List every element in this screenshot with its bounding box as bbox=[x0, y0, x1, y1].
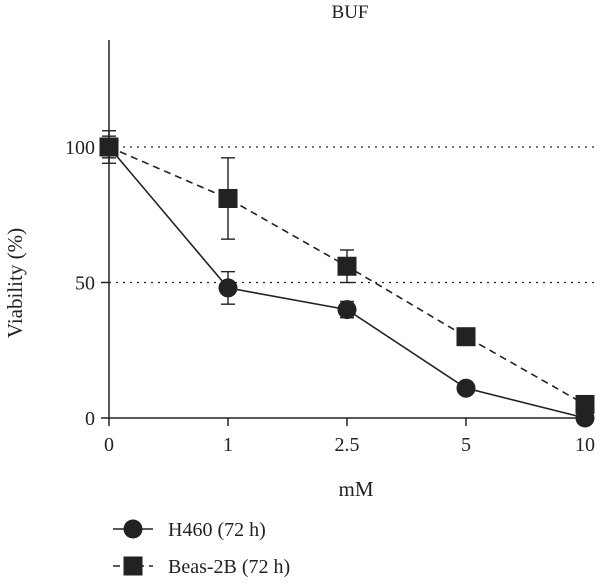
x-tick-label-0: 0 bbox=[104, 434, 114, 456]
data-point-1-3 bbox=[456, 327, 476, 347]
data-point-0-3 bbox=[456, 378, 476, 398]
x-tick-label-2: 2.5 bbox=[335, 434, 360, 456]
data-point-1-1 bbox=[218, 188, 238, 208]
y-axis-label: Viability (%) bbox=[3, 228, 27, 338]
legend-label-0: H460 (72 h) bbox=[168, 519, 266, 541]
x-tick-label-3: 5 bbox=[461, 434, 471, 456]
data-point-0-2 bbox=[337, 300, 357, 320]
plot-area: 0 50 100 0 1 2.5 5 10 bbox=[65, 40, 596, 456]
data-point-1-0 bbox=[99, 137, 119, 157]
x-tick-label-1: 1 bbox=[223, 434, 233, 456]
y-tick-label-0: 0 bbox=[85, 408, 95, 430]
x-axis-label: mM bbox=[338, 477, 373, 501]
data-point-0-1 bbox=[218, 278, 238, 298]
legend: H460 (72 h) Beas-2B (72 h) bbox=[113, 519, 290, 578]
data-point-1-4 bbox=[575, 394, 595, 414]
y-tick-label-100: 100 bbox=[65, 137, 95, 159]
chart-title: BUF bbox=[332, 2, 369, 23]
y-tick-label-50: 50 bbox=[75, 273, 95, 295]
legend-label-1: Beas-2B (72 h) bbox=[168, 556, 290, 578]
data-point-1-2 bbox=[337, 256, 357, 276]
legend-marker-0 bbox=[123, 519, 143, 539]
legend-marker-1 bbox=[123, 556, 143, 576]
x-tick-label-4: 10 bbox=[575, 434, 595, 456]
